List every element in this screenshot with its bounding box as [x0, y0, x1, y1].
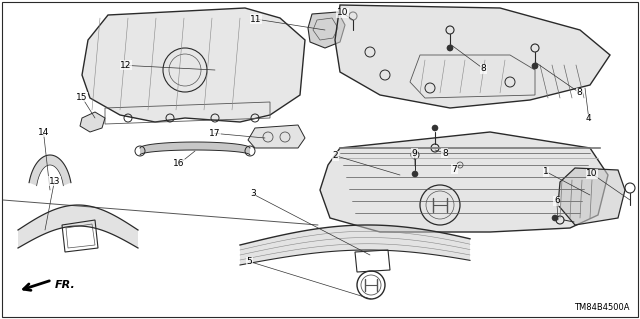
Polygon shape	[558, 168, 625, 225]
Polygon shape	[308, 12, 345, 48]
Text: 16: 16	[173, 159, 185, 168]
Circle shape	[532, 63, 538, 69]
Text: 5: 5	[247, 257, 252, 266]
Text: 10: 10	[586, 169, 598, 178]
Circle shape	[447, 45, 453, 51]
Text: 12: 12	[120, 61, 132, 70]
Polygon shape	[18, 205, 138, 248]
Text: 15: 15	[76, 93, 88, 102]
Circle shape	[432, 125, 438, 131]
Text: 14: 14	[38, 128, 49, 137]
Text: 4: 4	[586, 114, 591, 123]
Polygon shape	[240, 225, 470, 265]
Text: 8: 8	[442, 149, 447, 158]
Polygon shape	[140, 142, 250, 155]
Polygon shape	[248, 125, 305, 148]
Text: 10: 10	[337, 8, 348, 17]
Text: 8: 8	[577, 88, 582, 97]
Text: 3: 3	[250, 189, 255, 198]
Circle shape	[412, 171, 418, 177]
Text: 13: 13	[49, 177, 60, 186]
Polygon shape	[82, 8, 305, 122]
Text: 7: 7	[452, 165, 457, 174]
Text: TM84B4500A: TM84B4500A	[575, 303, 630, 312]
Text: 8: 8	[481, 64, 486, 73]
Polygon shape	[29, 155, 71, 186]
Text: 11: 11	[250, 15, 262, 24]
Text: 17: 17	[209, 129, 220, 138]
Polygon shape	[80, 112, 105, 132]
Text: FR.: FR.	[55, 280, 76, 290]
Polygon shape	[335, 5, 610, 108]
Text: 2: 2	[333, 151, 338, 160]
Polygon shape	[320, 132, 608, 232]
Text: 6: 6	[554, 197, 559, 205]
Text: 9: 9	[412, 149, 417, 158]
Circle shape	[552, 215, 558, 221]
Text: 1: 1	[543, 167, 548, 176]
